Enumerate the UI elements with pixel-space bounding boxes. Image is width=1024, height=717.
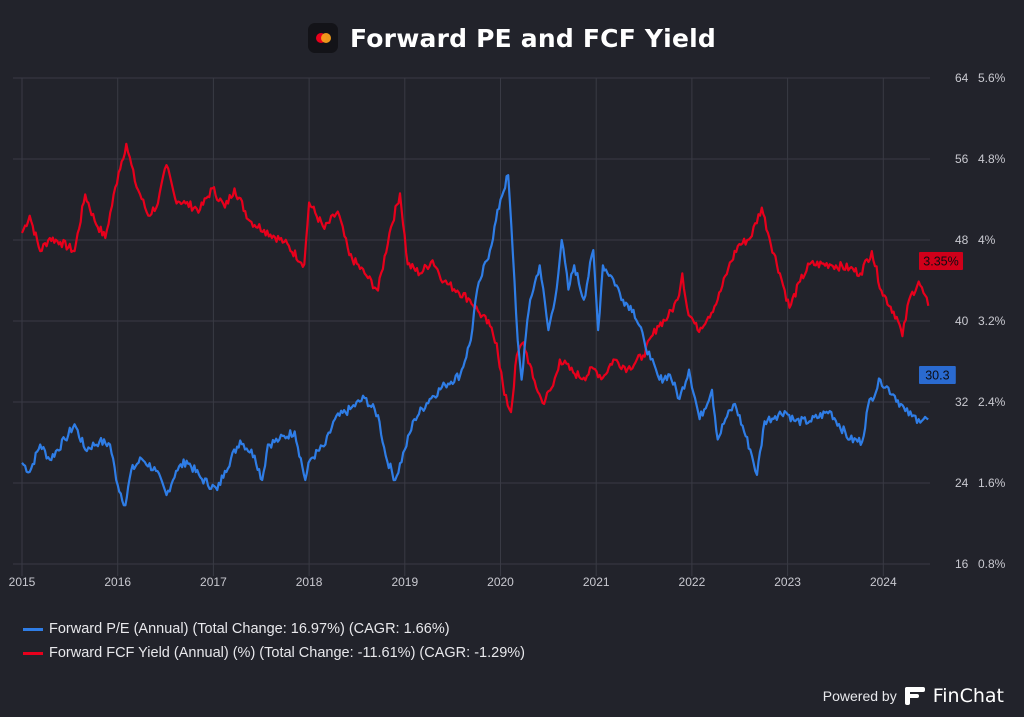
y-tick-label-pe: 48 xyxy=(955,233,969,247)
y-tick-label-pe: 32 xyxy=(955,395,969,409)
finchat-brand: FinChat xyxy=(932,685,1004,707)
y-tick-label-fcf: 4.8% xyxy=(978,152,1006,166)
y-tick-label-pe: 56 xyxy=(955,152,969,166)
legend: Forward P/E (Annual) (Total Change: 16.9… xyxy=(23,617,525,665)
badge-fcf-last-value-bg xyxy=(919,252,963,270)
y-tick-label-pe: 40 xyxy=(955,314,969,328)
legend-swatch-fcf xyxy=(23,651,43,655)
chart-title: Forward PE and FCF Yield xyxy=(350,23,716,53)
mastercard-logo-icon xyxy=(308,23,339,53)
powered-by-footer[interactable]: Powered by FinChat xyxy=(823,685,1004,707)
powered-by-text: Powered by xyxy=(822,688,897,704)
x-tick-label: 2018 xyxy=(296,575,323,589)
chart-header: Forward PE and FCF Yield xyxy=(0,18,1024,58)
x-tick-label: 2020 xyxy=(487,575,514,589)
legend-item-pe[interactable]: Forward P/E (Annual) (Total Change: 16.9… xyxy=(23,617,525,641)
x-tick-label: 2021 xyxy=(583,575,610,589)
legend-item-fcf[interactable]: Forward FCF Yield (Annual) (%) (Total Ch… xyxy=(23,641,525,665)
legend-swatch-pe xyxy=(23,627,43,631)
legend-label-pe: Forward P/E (Annual) (Total Change: 16.9… xyxy=(49,621,450,637)
y-tick-label-pe: 64 xyxy=(955,71,969,85)
x-tick-label: 2023 xyxy=(774,575,801,589)
finchat-logo-icon xyxy=(904,687,925,705)
x-tick-label: 2019 xyxy=(391,575,418,589)
badge-pe-last-value-bg xyxy=(919,366,956,384)
y-tick-label-fcf: 1.6% xyxy=(978,476,1006,490)
y-tick-label-pe: 16 xyxy=(955,557,969,571)
series-line-forward-pe xyxy=(21,174,929,507)
legend-label-fcf: Forward FCF Yield (Annual) (%) (Total Ch… xyxy=(49,645,525,661)
badge-pe-last-value: 30.3 xyxy=(925,369,949,383)
y-tick-label-fcf: 3.2% xyxy=(978,314,1006,328)
y-tick-label-fcf: 4% xyxy=(978,233,996,247)
x-tick-label: 2024 xyxy=(870,575,897,589)
badge-fcf-last-value: 3.35% xyxy=(923,255,958,269)
x-tick-label: 2017 xyxy=(200,575,227,589)
y-tick-label-pe: 24 xyxy=(955,476,969,490)
series-line-fcf-yield xyxy=(20,142,930,414)
x-tick-label: 2015 xyxy=(9,575,36,589)
x-tick-label: 2022 xyxy=(679,575,706,589)
x-tick-label: 2016 xyxy=(104,575,131,589)
y-tick-label-fcf: 5.6% xyxy=(978,71,1006,85)
line-chart: 16 0.8% 24 1.6% 32 2.4% 40 3.2% 48 4% 56 4.8% 64 5.6%… xyxy=(9,71,1006,589)
y-tick-label-fcf: 0.8% xyxy=(978,557,1006,571)
y-tick-label-fcf: 2.4% xyxy=(978,395,1006,409)
